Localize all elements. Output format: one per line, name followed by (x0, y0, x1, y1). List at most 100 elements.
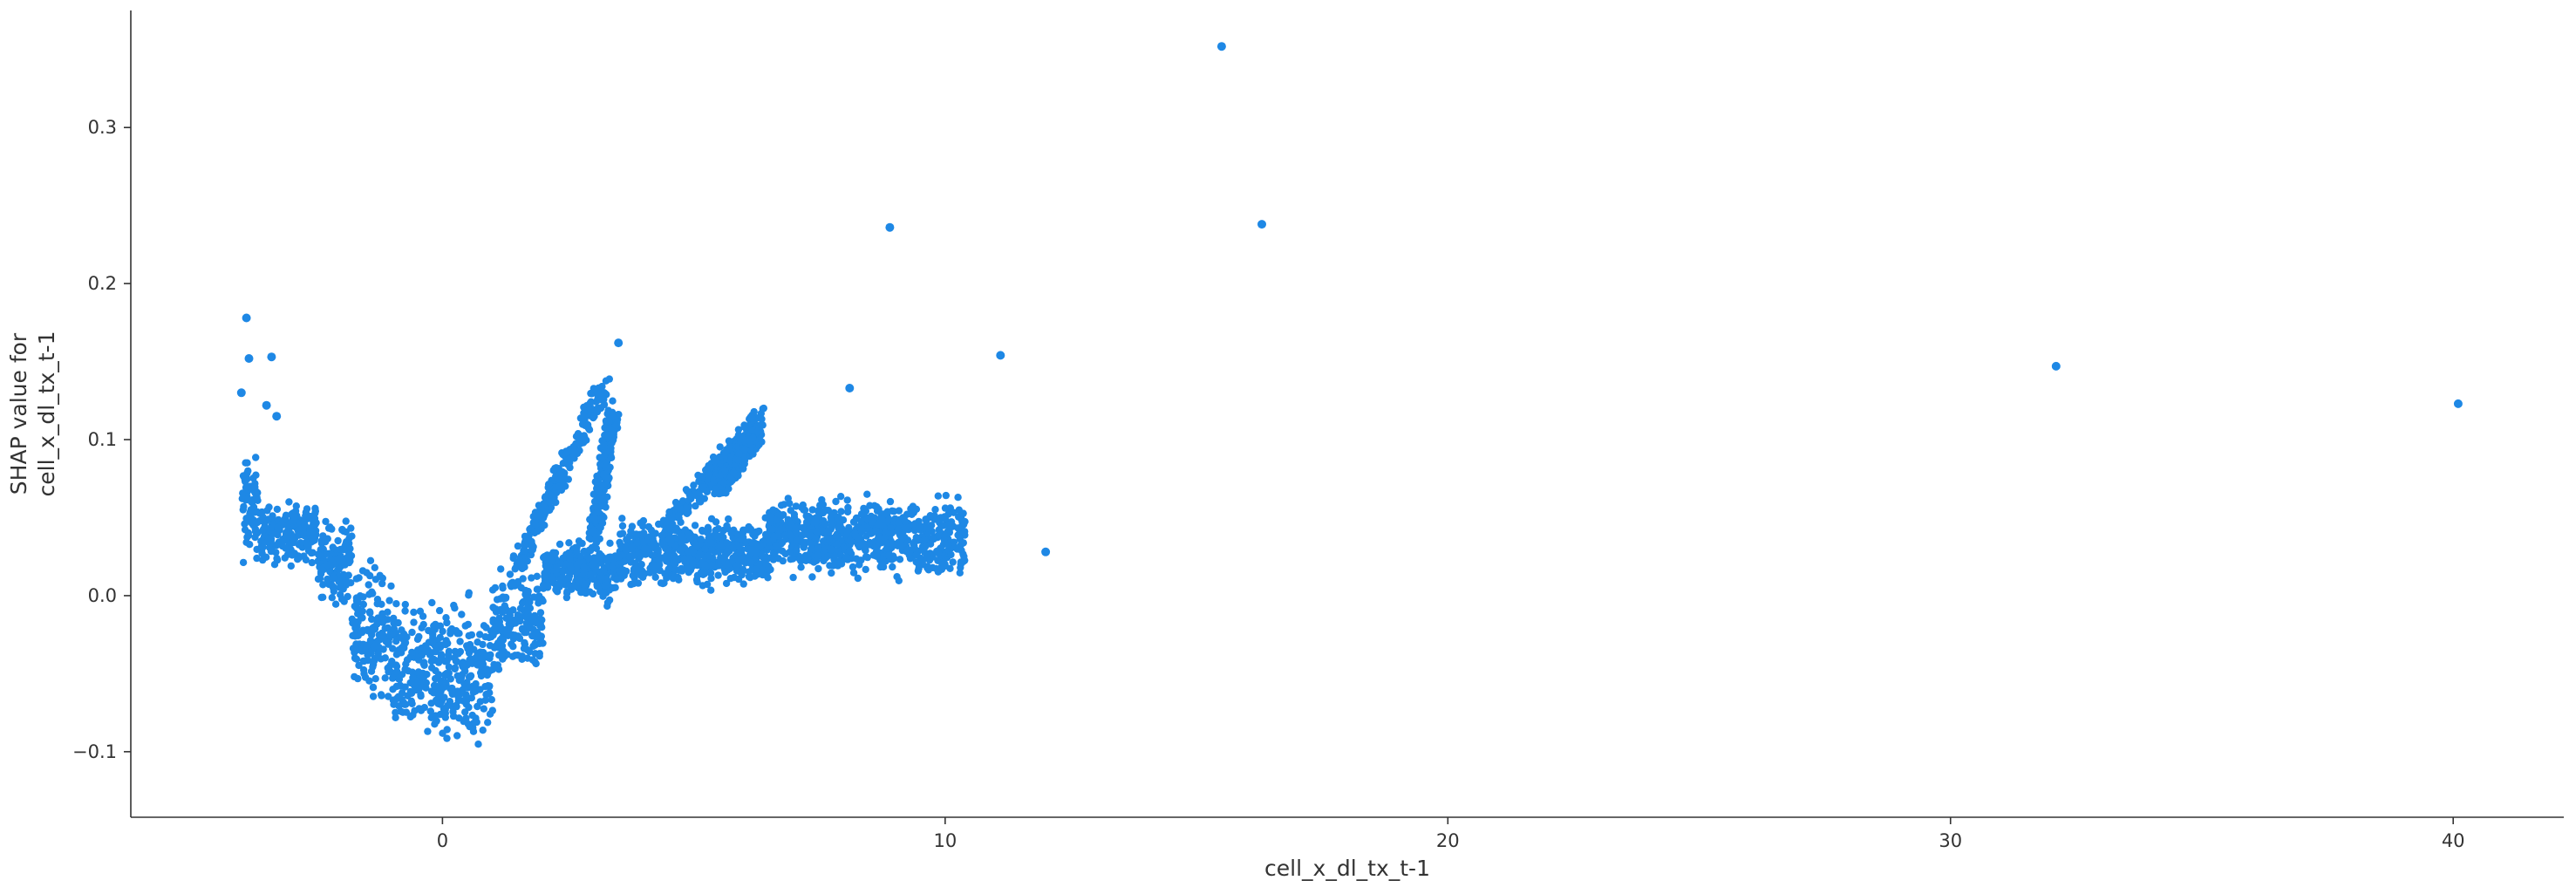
data-point (723, 547, 731, 556)
data-point (493, 596, 501, 604)
data-point (497, 565, 505, 573)
data-point (378, 610, 386, 618)
data-point (394, 618, 402, 627)
data-point (366, 556, 375, 564)
data-point (566, 552, 574, 560)
data-point (961, 517, 969, 526)
data-point (506, 614, 514, 622)
data-point (598, 454, 606, 461)
data-point (361, 646, 369, 655)
outlier-point (614, 338, 624, 348)
data-point (431, 625, 439, 633)
data-point (785, 518, 794, 526)
data-point (800, 541, 808, 549)
data-point (474, 650, 481, 658)
data-point (789, 573, 797, 582)
data-point (426, 707, 434, 715)
data-point (699, 582, 706, 590)
data-point (443, 618, 451, 627)
data-point (690, 481, 698, 489)
data-point (901, 517, 910, 525)
data-point (390, 614, 398, 623)
data-point (801, 556, 809, 563)
data-point (773, 516, 780, 524)
data-point (285, 498, 293, 506)
data-point (490, 644, 499, 652)
data-point (787, 507, 794, 515)
data-point (398, 626, 405, 634)
data-point (898, 533, 907, 542)
data-point (617, 530, 624, 538)
data-point (360, 670, 368, 678)
data-point (723, 539, 731, 547)
data-point (390, 624, 399, 632)
data-point (324, 561, 332, 570)
data-point (657, 579, 665, 587)
data-point (590, 413, 598, 420)
data-point (912, 558, 920, 566)
data-point (511, 565, 519, 573)
data-point (442, 670, 451, 678)
data-point (860, 504, 868, 513)
data-point (720, 479, 728, 487)
data-point (604, 432, 612, 440)
data-point (876, 563, 884, 571)
data-point (884, 551, 893, 559)
data-point (770, 532, 778, 541)
data-point (781, 549, 789, 558)
data-point (941, 504, 950, 512)
data-point (591, 536, 599, 543)
data-point (632, 530, 640, 538)
data-point (570, 447, 578, 455)
data-point (322, 517, 330, 526)
data-point (542, 564, 551, 573)
data-point (705, 471, 712, 479)
data-point (857, 517, 865, 525)
data-point (521, 639, 528, 647)
data-point (573, 561, 582, 569)
data-point (581, 581, 589, 589)
data-point (467, 694, 475, 702)
data-point (786, 530, 794, 539)
data-point (330, 587, 337, 596)
data-point (658, 538, 666, 547)
data-point (743, 538, 751, 546)
data-point (440, 693, 448, 701)
data-point (516, 617, 524, 625)
data-point (380, 617, 388, 624)
data-point (775, 510, 784, 519)
data-point (668, 520, 677, 528)
data-point (436, 641, 445, 649)
data-point (496, 622, 504, 630)
data-point (655, 556, 663, 563)
data-point (566, 463, 574, 472)
data-point (441, 713, 449, 721)
data-point (301, 522, 309, 529)
data-point (238, 495, 246, 502)
data-point (726, 442, 733, 451)
data-point (669, 575, 678, 583)
data-point (793, 547, 801, 555)
data-point (615, 553, 623, 561)
data-point (446, 701, 454, 709)
data-point (384, 664, 392, 672)
data-point (479, 727, 487, 734)
data-point (518, 652, 527, 660)
data-point (857, 510, 866, 518)
data-point (396, 633, 404, 641)
data-point (821, 554, 829, 563)
data-point (373, 596, 382, 604)
data-point (417, 692, 425, 700)
data-point (369, 683, 378, 692)
data-point (410, 608, 418, 617)
data-point (254, 496, 262, 504)
data-point (875, 505, 883, 513)
data-point (896, 556, 904, 563)
data-point (798, 503, 806, 512)
data-point (525, 597, 534, 604)
data-point (559, 567, 567, 575)
data-point (392, 600, 400, 608)
data-point (283, 528, 290, 536)
data-point (555, 482, 563, 490)
data-point (814, 564, 822, 573)
